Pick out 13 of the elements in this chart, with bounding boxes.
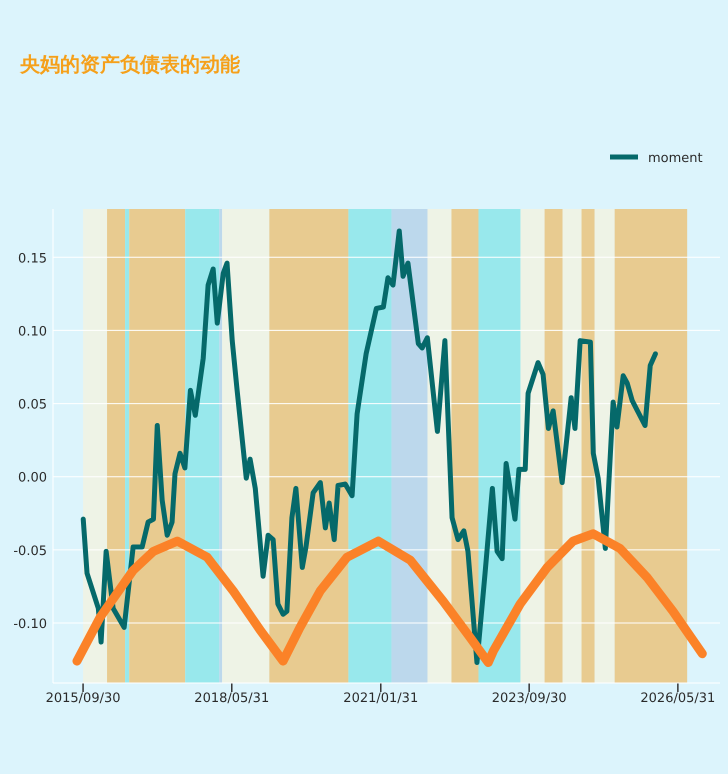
y-tick-label: 0.10 <box>18 324 47 340</box>
y-tick-label: 0.05 <box>18 398 47 413</box>
legend-label: moment <box>648 151 703 166</box>
y-tick-label: 0.15 <box>18 251 47 266</box>
y-tick-label: 0.00 <box>18 470 47 486</box>
y-tick-label: -0.05 <box>13 544 47 559</box>
x-tick-label: 2021/01/31 <box>343 691 418 706</box>
x-tick-label: 2018/05/31 <box>194 691 270 706</box>
x-tick-label: 2015/09/30 <box>46 691 121 706</box>
x-tick-label: 2023/09/30 <box>492 691 567 706</box>
y-tick-label: -0.10 <box>13 617 47 632</box>
x-tick-label: 2026/05/31 <box>640 691 716 706</box>
chart-title: 央妈的资产负债表的动能 <box>19 52 240 76</box>
